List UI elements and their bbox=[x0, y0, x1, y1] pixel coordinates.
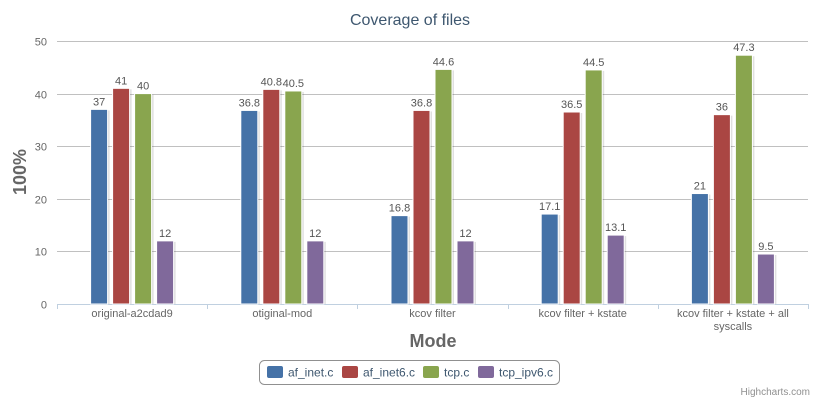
bar[interactable] bbox=[690, 193, 709, 305]
x-tick-label: kcov filter + kstate bbox=[539, 308, 627, 320]
data-label: 12 bbox=[309, 228, 321, 240]
legend-item[interactable]: af_inet6.c bbox=[342, 366, 415, 380]
credits-link[interactable]: Highcharts.com bbox=[741, 387, 810, 398]
legend-swatch bbox=[267, 366, 283, 378]
bar[interactable] bbox=[134, 93, 153, 305]
x-tick-label: original-a2cdad9 bbox=[91, 308, 172, 320]
chart-title: Coverage of files bbox=[350, 12, 470, 29]
y-tick-label: 0 bbox=[41, 300, 47, 312]
data-label: 37 bbox=[93, 96, 105, 108]
data-label: 21 bbox=[694, 181, 706, 193]
bar[interactable] bbox=[434, 68, 453, 305]
y-tick-label: 40 bbox=[35, 90, 47, 102]
bar[interactable] bbox=[412, 109, 431, 305]
x-axis-title: Mode bbox=[410, 331, 457, 351]
bars bbox=[90, 54, 777, 305]
data-label: 36 bbox=[716, 102, 728, 114]
bar[interactable] bbox=[112, 87, 131, 305]
bar[interactable] bbox=[540, 213, 559, 305]
data-label: 40.8 bbox=[261, 76, 282, 88]
y-tick-label: 10 bbox=[35, 247, 47, 259]
data-label: 44.5 bbox=[583, 57, 604, 69]
bar[interactable] bbox=[562, 111, 581, 305]
bar[interactable] bbox=[240, 109, 259, 305]
bar[interactable] bbox=[390, 215, 409, 305]
legend-label: tcp.c bbox=[444, 366, 469, 380]
data-label: 9.5 bbox=[758, 241, 773, 253]
legend-label: af_inet6.c bbox=[363, 366, 415, 380]
data-label: 36.8 bbox=[239, 97, 260, 109]
bar[interactable] bbox=[712, 114, 731, 305]
legend-label: tcp_ipv6.c bbox=[499, 366, 553, 380]
grid-lines bbox=[57, 41, 808, 305]
x-tick-label: kcov filter + kstate + all syscalls bbox=[677, 308, 789, 333]
y-tick-label: 20 bbox=[35, 195, 47, 207]
data-label: 12 bbox=[159, 228, 171, 240]
bar[interactable] bbox=[734, 54, 753, 305]
data-label: 17.1 bbox=[539, 201, 560, 213]
bar[interactable] bbox=[156, 240, 175, 305]
bar[interactable] bbox=[284, 90, 303, 305]
x-tick-label: kcov filter bbox=[409, 308, 456, 320]
x-tick-label: otiginal-mod bbox=[252, 308, 312, 320]
y-axis-title: 100% bbox=[10, 149, 30, 195]
bar[interactable] bbox=[606, 234, 625, 305]
data-label: 16.8 bbox=[389, 203, 410, 215]
data-label: 41 bbox=[115, 75, 127, 87]
legend-label: af_inet.c bbox=[288, 366, 333, 380]
data-label: 13.1 bbox=[605, 222, 626, 234]
bar[interactable] bbox=[584, 69, 603, 305]
y-tick-label: 50 bbox=[35, 37, 47, 49]
bar[interactable] bbox=[90, 108, 109, 305]
x-axis-ticks: original-a2cdad9 otiginal-mod kcov filter k… bbox=[57, 304, 809, 333]
legend-item[interactable]: tcp_ipv6.c bbox=[478, 366, 553, 380]
bar[interactable] bbox=[262, 88, 281, 305]
data-label: 36.8 bbox=[411, 97, 432, 109]
legend-swatch bbox=[342, 366, 358, 378]
legend-item[interactable]: tcp.c bbox=[423, 366, 469, 380]
data-label: 40.5 bbox=[283, 78, 304, 90]
data-label: 44.6 bbox=[433, 56, 454, 68]
legend-item[interactable]: af_inet.c bbox=[267, 366, 333, 380]
y-tick-label: 30 bbox=[35, 142, 47, 154]
bar[interactable] bbox=[306, 240, 325, 305]
bar[interactable] bbox=[456, 240, 475, 305]
bar[interactable] bbox=[756, 253, 775, 305]
data-label: 40 bbox=[137, 81, 149, 93]
legend: af_inet.c af_inet6.c tcp.c tcp_ipv6.c bbox=[259, 360, 560, 385]
data-label: 47.3 bbox=[733, 42, 754, 54]
data-label: 36.5 bbox=[561, 99, 582, 111]
legend-swatch bbox=[478, 366, 494, 378]
legend-swatch bbox=[423, 366, 439, 378]
y-axis-ticks: 0 10 20 30 40 50 bbox=[35, 37, 47, 312]
data-label: 12 bbox=[459, 228, 471, 240]
